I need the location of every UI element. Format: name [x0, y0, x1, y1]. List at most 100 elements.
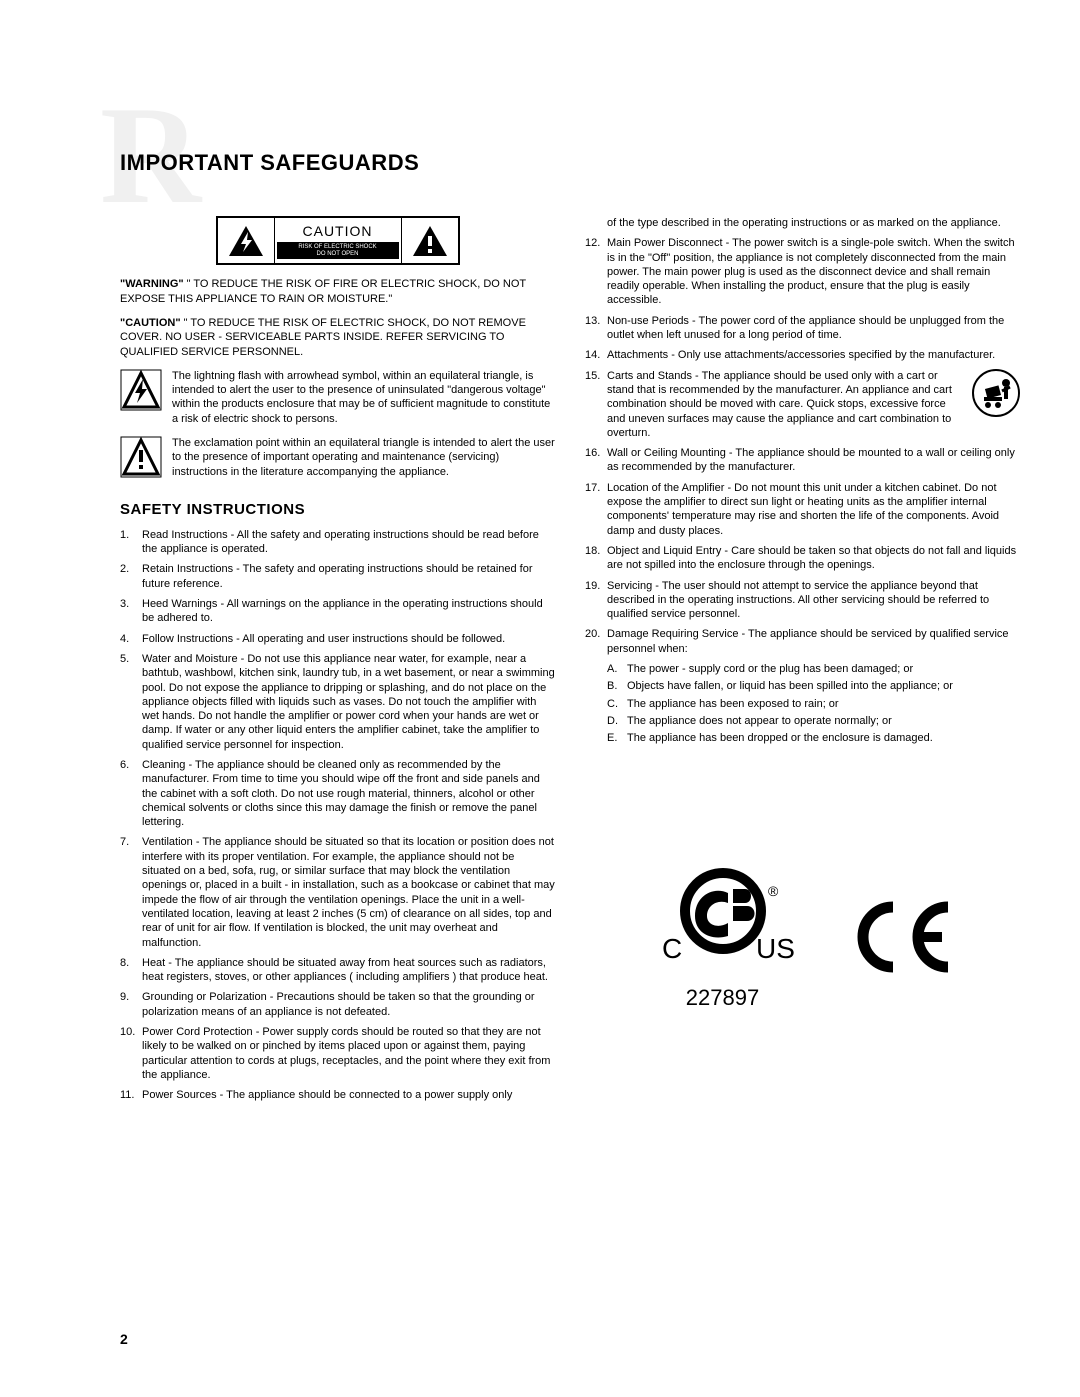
csa-mark: C US ® 227897 [648, 866, 798, 1013]
left-column: CAUTION RISK OF ELECTRIC SHOCK DO NOT OP… [120, 216, 555, 1109]
caution-title: CAUTION [277, 222, 399, 240]
list-item: 2. Retain Instructions - The safety and o… [120, 562, 555, 591]
list-item: 10.Power Cord Protection - Power supply … [120, 1025, 555, 1082]
item-text: Non-use Periods - The power cord of the … [607, 315, 1004, 341]
bolt-triangle-icon [227, 224, 265, 258]
item-number: 1. [120, 528, 129, 542]
item-text: Cleaning - The appliance should be clean… [142, 759, 540, 828]
warning-paragraph: "WARNING" " TO REDUCE THE RISK OF FIRE O… [120, 277, 555, 306]
caution-sub2: DO NOT OPEN [279, 251, 397, 258]
item-text: Damage Requiring Service - The appliance… [607, 628, 1009, 654]
symbol-bolt-row: The lightning flash with arrowhead symbo… [120, 369, 555, 426]
sub-list-item: C. The appliance has been exposed to rain… [607, 697, 1020, 711]
list-item: 7.Ventilation - The appliance should be … [120, 835, 555, 949]
list-item: 15. Carts and Stands - The appliance shou… [585, 369, 1020, 440]
item-text: Read Instructions - All the safety and o… [142, 529, 539, 555]
bolt-triangle-icon [120, 369, 162, 411]
item-number: 14. [585, 348, 600, 362]
list-item: 18. Object and Liquid Entry - Care should… [585, 544, 1020, 573]
csa-us: US [756, 933, 795, 964]
item-number: 6. [120, 758, 129, 772]
item-text: Power Cord Protection - Power supply cor… [142, 1026, 550, 1081]
item-text: Wall or Ceiling Mounting - The appliance… [607, 447, 1015, 473]
item-text: Carts and Stands - The appliance should … [607, 370, 952, 439]
sub-list-item: D.The appliance does not appear to opera… [607, 714, 1020, 728]
caution-label: "CAUTION" [120, 317, 181, 329]
csa-c: C [662, 933, 682, 964]
item-number: 8. [120, 956, 129, 970]
symbol-excl-row: The exclamation point within an equilate… [120, 436, 555, 482]
item-letter: B. [607, 679, 617, 693]
item-text: Heed Warnings - All warnings on the appl… [142, 598, 543, 624]
item-number: 12. [585, 236, 600, 250]
item-text: The appliance has been exposed to rain; … [627, 698, 839, 710]
list-item: 12. Main Power Disconnect - The power swi… [585, 236, 1020, 307]
sub-list-item: E. The appliance has been dropped or the … [607, 731, 1020, 745]
item-number: 11. [120, 1088, 134, 1102]
caution-sub1: RISK OF ELECTRIC SHOCK [279, 244, 397, 251]
list-item: 11. Power Sources - The appliance should … [120, 1088, 555, 1102]
cart-tip-icon [972, 369, 1020, 417]
item-text: The appliance does not appear to operate… [627, 715, 892, 727]
list-item: 8.Heat - The appliance should be situate… [120, 956, 555, 985]
exclamation-triangle-icon [411, 224, 449, 258]
caution-box: CAUTION RISK OF ELECTRIC SHOCK DO NOT OP… [216, 216, 460, 265]
list-item: 16. Wall or Ceiling Mounting - The applia… [585, 446, 1020, 475]
item-text: Objects have fallen, or liquid has been … [627, 680, 953, 692]
csa-number: 227897 [648, 984, 798, 1013]
item-number: 15. [585, 369, 600, 383]
instructions-left: 1. Read Instructions - All the safety and… [120, 528, 555, 1103]
item-text: Water and Moisture - Do not use this app… [142, 653, 555, 751]
item-letter: C. [607, 697, 618, 711]
item-number: 18. [585, 544, 600, 558]
list-item: 1. Read Instructions - All the safety and… [120, 528, 555, 557]
right-intro: of the type described in the operating i… [585, 216, 1020, 230]
item-text: Follow Instructions - All operating and … [142, 633, 505, 645]
warning-label: "WARNING" [120, 278, 184, 290]
item-text: Retain Instructions - The safety and ope… [142, 563, 533, 589]
sub-instructions: A. The power - supply cord or the plug ha… [585, 662, 1020, 745]
exclamation-triangle-icon [120, 436, 162, 478]
caution-text: " TO REDUCE THE RISK OF ELECTRIC SHOCK, … [120, 317, 526, 358]
item-number: 16. [585, 446, 600, 460]
certification-row: C US ® 227897 [585, 866, 1020, 1013]
list-item: 4. Follow Instructions - All operating an… [120, 632, 555, 646]
right-column: of the type described in the operating i… [585, 216, 1020, 1109]
list-item: 5. Water and Moisture - Do not use this a… [120, 652, 555, 752]
symbol-bolt-desc: The lightning flash with arrowhead symbo… [172, 369, 555, 426]
item-text: Grounding or Polarization - Precautions … [142, 991, 535, 1017]
item-text: Servicing - The user should not attempt … [607, 580, 989, 621]
sub-list-item: B. Objects have fallen, or liquid has bee… [607, 679, 1020, 693]
instructions-right: 12. Main Power Disconnect - The power swi… [585, 236, 1020, 656]
list-item: 20. Damage Requiring Service - The applia… [585, 627, 1020, 656]
item-text: Object and Liquid Entry - Care should be… [607, 545, 1016, 571]
item-text: Attachments - Only use attachments/acces… [607, 349, 995, 361]
item-number: 2. [120, 562, 129, 576]
item-number: 7. [120, 835, 129, 849]
item-number: 13. [585, 314, 600, 328]
list-item: 14. Attachments - Only use attachments/ac… [585, 348, 1020, 362]
item-text: Main Power Disconnect - The power switch… [607, 237, 1015, 306]
item-number: 5. [120, 652, 129, 666]
list-item: 13. Non-use Periods - The power cord of t… [585, 314, 1020, 343]
item-number: 9. [120, 990, 129, 1004]
list-item: 17.Location of the Amplifier - Do not mo… [585, 481, 1020, 538]
ce-mark [848, 897, 958, 981]
item-letter: A. [607, 662, 617, 676]
caution-paragraph: "CAUTION" " TO REDUCE THE RISK OF ELECTR… [120, 316, 555, 359]
item-number: 3. [120, 597, 129, 611]
item-number: 4. [120, 632, 129, 646]
csa-r: ® [768, 883, 779, 899]
item-text: The appliance has been dropped or the en… [627, 732, 933, 744]
item-letter: E. [607, 731, 617, 745]
list-item: 3. Heed Warnings - All warnings on the ap… [120, 597, 555, 626]
item-text: Location of the Amplifier - Do not mount… [607, 482, 999, 537]
list-item: 19. Servicing - The user should not attem… [585, 579, 1020, 622]
list-item: 6. Cleaning - The appliance should be cle… [120, 758, 555, 829]
page-number: 2 [120, 1331, 128, 1347]
item-text: The power - supply cord or the plug has … [627, 663, 913, 675]
item-number: 19. [585, 579, 600, 593]
item-number: 20. [585, 627, 600, 641]
item-text: Power Sources - The appliance should be … [142, 1089, 512, 1101]
list-item: 9. Grounding or Polarization - Precaution… [120, 990, 555, 1019]
